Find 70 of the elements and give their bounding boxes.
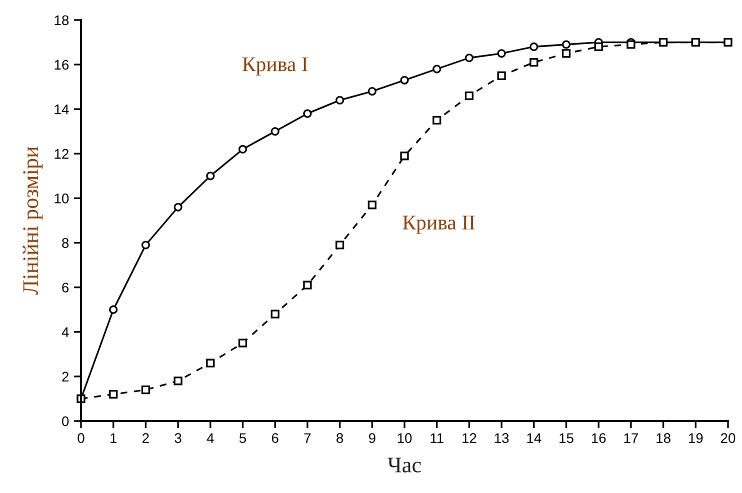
x-tick-label: 4 (206, 433, 214, 443)
point (530, 42, 538, 52)
point (335, 240, 344, 250)
point (594, 42, 603, 52)
x-tick-label: 9 (368, 433, 376, 444)
x-tick-label: 0 (78, 433, 84, 444)
point (303, 280, 312, 290)
x-tick-label: 11 (430, 433, 444, 443)
y-tick-label: 12 (54, 149, 68, 159)
point (464, 91, 474, 100)
point (174, 202, 182, 212)
point (691, 38, 700, 47)
x-tick-label: 8 (336, 433, 344, 444)
series-label: Крива I (242, 57, 308, 76)
x-tick-label: 2 (142, 433, 149, 443)
point (658, 38, 668, 47)
point (303, 109, 312, 118)
point (368, 200, 376, 210)
x-tick-label: 17 (624, 433, 638, 443)
x-tick-label: 3 (174, 433, 182, 444)
point (238, 338, 248, 348)
point (270, 310, 280, 318)
y-tick-label: 10 (54, 194, 69, 204)
point (400, 152, 409, 160)
point (206, 358, 215, 368)
y-axis-title: Лінійні розміри (22, 146, 43, 295)
x-tick-label: 19 (688, 433, 703, 444)
y-tick-label: 16 (54, 60, 69, 70)
point (497, 71, 506, 80)
x-tick-label: 13 (494, 433, 509, 444)
point (368, 86, 376, 96)
x-tick-label: 14 (527, 433, 542, 443)
x-tick-label: 18 (656, 433, 670, 444)
y-tick-label: 2 (62, 372, 68, 382)
x-tick-label: 12 (462, 433, 476, 443)
point (562, 49, 571, 58)
point (109, 305, 118, 314)
x-tick-label: 6 (272, 433, 278, 444)
point (497, 49, 506, 58)
point (724, 38, 732, 47)
y-tick-label: 8 (62, 238, 69, 248)
point (335, 96, 344, 105)
point (238, 144, 248, 154)
point (464, 54, 474, 62)
x-tick-label: 20 (720, 433, 736, 444)
point (562, 40, 571, 49)
point (174, 376, 182, 386)
x-tick-label: 5 (239, 433, 246, 444)
point (141, 240, 150, 250)
y-tick-label: 4 (62, 327, 69, 337)
point (432, 64, 442, 74)
point (400, 76, 409, 84)
x-tick-label: 16 (592, 433, 606, 444)
y-tick-label: 6 (62, 282, 69, 293)
x-tick-label: 1 (110, 433, 117, 443)
point (270, 127, 280, 136)
y-tick-label: 0 (62, 416, 69, 426)
point (109, 390, 118, 399)
y-tick-label: 14 (54, 104, 69, 114)
point (626, 40, 636, 49)
series-label: Крива II (402, 216, 475, 234)
x-tick-label: 7 (304, 433, 311, 443)
x-tick-label: 10 (398, 433, 412, 444)
x-tick-label: 15 (560, 433, 574, 444)
point (141, 386, 150, 394)
point (432, 116, 442, 125)
x-axis-title: Час (388, 458, 421, 473)
y-tick-label: 18 (54, 15, 69, 26)
point (206, 172, 215, 180)
point (530, 58, 538, 67)
